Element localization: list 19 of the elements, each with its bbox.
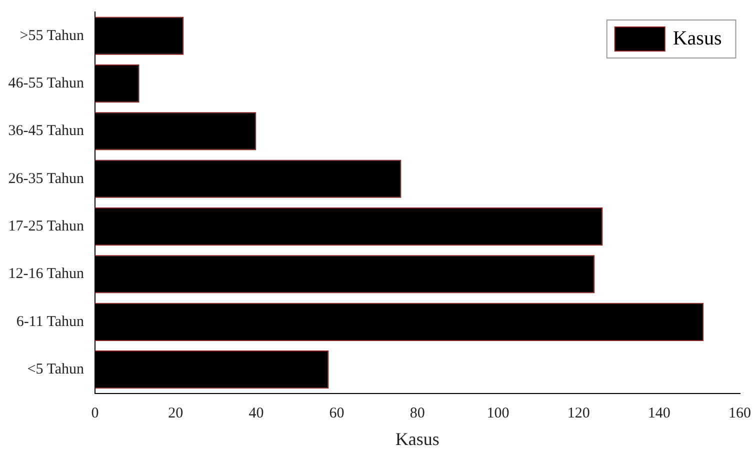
y-tick-label: <5 Tahun <box>27 362 85 378</box>
y-tick-label: 36-45 Tahun <box>8 123 85 140</box>
y-tick-label: 6-11 Tahun <box>16 314 85 330</box>
y-tick-label: 17-25 Tahun <box>8 218 85 234</box>
y-tick-label: 12-16 Tahun <box>8 266 85 282</box>
y-tick-label: 26-35 Tahun <box>8 170 85 187</box>
y-tick-label: >55 Tahun <box>20 28 85 44</box>
x-tick-label: 100 <box>486 405 510 422</box>
x-tick-label: 40 <box>248 405 264 422</box>
x-tick-label: 120 <box>567 405 590 422</box>
x-tick-label: 160 <box>728 405 751 422</box>
legend-label: Kasus <box>672 27 722 50</box>
x-tick-label: 80 <box>410 405 425 422</box>
y-tick-label: 46-55 Tahun <box>8 75 85 92</box>
x-tick-label: 0 <box>91 405 99 422</box>
x-tick-label: 20 <box>168 405 184 422</box>
x-tick-label: 60 <box>329 405 344 422</box>
x-tick-label: 140 <box>648 405 670 422</box>
x-axis-title: Kasus <box>395 428 440 449</box>
